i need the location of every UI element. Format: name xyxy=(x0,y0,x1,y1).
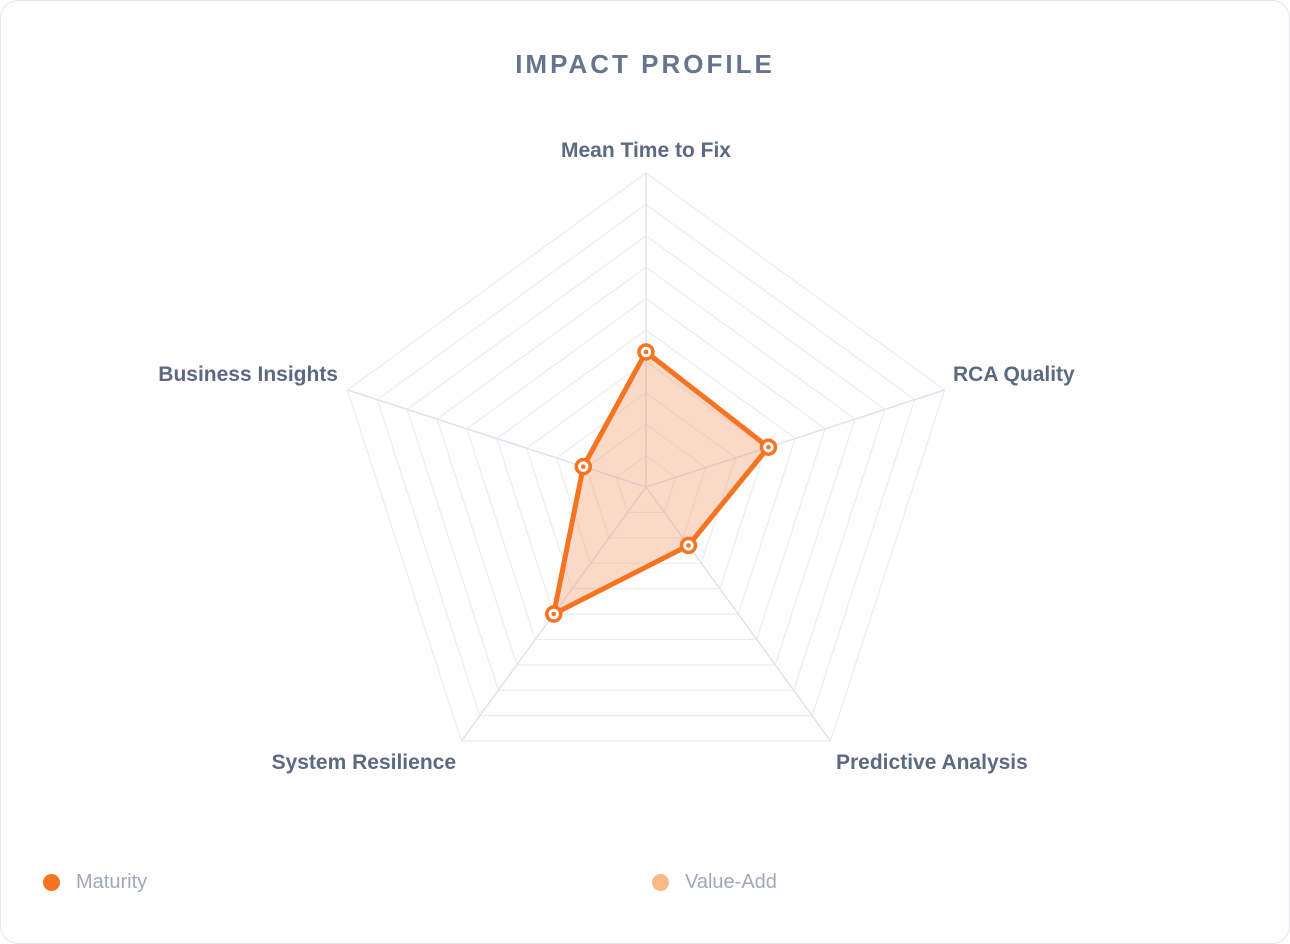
axis-label-4: System Resilience xyxy=(272,751,456,774)
data-point-center-1 xyxy=(643,349,649,355)
grid-ring-1 xyxy=(615,454,677,514)
spoke-3 xyxy=(645,486,832,742)
grid-ring-7 xyxy=(436,266,856,666)
grid-ring-5 xyxy=(495,329,797,615)
legend-item-maturity[interactable]: Maturity xyxy=(43,871,147,894)
data-point-center-5 xyxy=(580,464,586,469)
grid-ring-9 xyxy=(376,203,916,717)
axis-label-5: Business Insights xyxy=(158,363,338,386)
spoke-2 xyxy=(645,389,945,488)
grid-ring-6 xyxy=(466,297,826,641)
series-area-1 xyxy=(551,349,771,617)
data-point-center-4 xyxy=(551,611,557,617)
grid-ring-3 xyxy=(555,392,737,564)
legend-item-value-add[interactable]: Value-Add xyxy=(652,871,777,894)
grid-ring-4 xyxy=(525,360,767,590)
data-point-center-3 xyxy=(686,543,691,548)
grid-ring-10 xyxy=(346,172,946,742)
legend-swatch-maturity xyxy=(43,874,60,891)
grid-ring-2 xyxy=(585,423,707,539)
axis-label-3: Predictive Analysis xyxy=(836,751,1028,774)
chart-title: IMPACT PROFILE xyxy=(515,49,775,79)
legend-swatch-value-add xyxy=(652,874,669,891)
legend-label-value-add: Value-Add xyxy=(685,871,777,893)
data-point-center-2 xyxy=(766,444,771,450)
radar-grid xyxy=(346,172,946,742)
radar-axis-labels: Mean Time to Fix RCA Quality Predictive An… xyxy=(158,139,1075,774)
axis-label-1: Mean Time to Fix xyxy=(561,139,731,162)
grid-ring-8 xyxy=(406,235,886,691)
axis-label-2: RCA Quality xyxy=(953,363,1075,386)
radar-series xyxy=(544,343,778,623)
legend-label-maturity: Maturity xyxy=(76,871,148,893)
spoke-5 xyxy=(347,389,647,488)
